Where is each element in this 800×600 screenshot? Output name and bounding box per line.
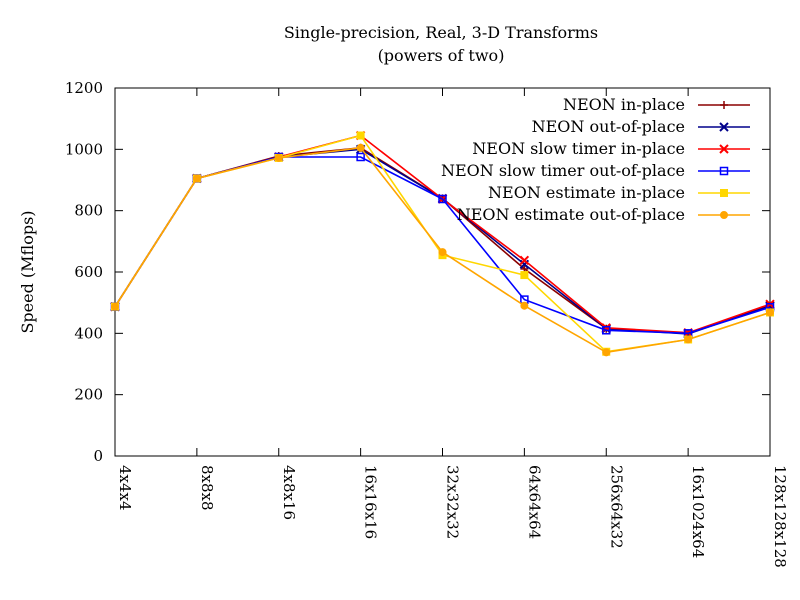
legend-entry: NEON slow timer out-of-place (441, 161, 750, 180)
legend-marker (719, 122, 729, 132)
legend-entry: NEON out-of-place (532, 117, 750, 136)
x-tick-label: 256x64x32 (607, 465, 625, 549)
data-point (111, 302, 119, 311)
legend-entry: NEON estimate in-place (488, 183, 750, 202)
legend-entry: NEON estimate out-of-place (457, 205, 750, 224)
axis-ticks: 0 200 400 600 800 1000 1200 4x4x4 8x8x8 4x8x16 16x… (65, 79, 789, 568)
legend-label: NEON slow timer in-place (472, 139, 685, 158)
legend-entry: NEON in-place (563, 95, 750, 114)
data-point (766, 308, 774, 317)
x-tick-label: 16x16x16 (362, 465, 380, 539)
legend-label: NEON out-of-place (532, 117, 685, 136)
legend-label: NEON estimate out-of-place (457, 205, 685, 224)
legend-marker (719, 144, 729, 154)
data-point (520, 301, 529, 310)
chart-title: Single-precision, Real, 3-D Transforms (284, 23, 598, 42)
y-axis-label: Speed (Mflops) (18, 210, 37, 333)
x-tick-label: 8x8x8 (198, 465, 216, 511)
legend-marker (719, 166, 729, 176)
data-point (192, 174, 201, 183)
legend-label: NEON estimate in-place (488, 183, 685, 202)
legend-label: NEON slow timer out-of-place (441, 161, 685, 180)
y-tick-label: 1000 (65, 140, 103, 158)
series-layer (110, 130, 775, 357)
x-tick-label: 64x64x64 (525, 465, 543, 539)
data-point (356, 152, 365, 162)
x-tick-label: 4x8x16 (280, 465, 298, 520)
y-tick-label: 400 (74, 324, 103, 342)
data-point (520, 271, 529, 280)
data-point (601, 323, 611, 333)
series-4 (110, 152, 775, 338)
y-tick-label: 0 (93, 447, 103, 465)
x-tick-label: 4x4x4 (116, 465, 134, 511)
data-point (356, 131, 365, 140)
x-tick-label: 32x32x32 (444, 465, 462, 539)
legend-entry: NEON slow timer in-place (472, 139, 750, 158)
legend-label: NEON in-place (563, 95, 685, 114)
y-tick-label: 1200 (65, 79, 103, 97)
y-tick-label: 200 (74, 386, 103, 404)
series-6 (111, 143, 774, 357)
x-tick-label: 16x1024x64 (689, 465, 707, 558)
x-tick-label: 128x128x128 (771, 465, 789, 568)
data-point (602, 326, 611, 335)
legend-marker (720, 189, 728, 197)
data-point (274, 153, 283, 162)
legend-marker (720, 211, 728, 219)
chart-subtitle: (powers of two) (378, 46, 505, 65)
y-tick-label: 600 (74, 263, 103, 281)
data-point (438, 248, 447, 257)
data-point (438, 194, 447, 204)
data-point (602, 348, 611, 357)
data-point (684, 335, 693, 344)
data-point (356, 143, 365, 152)
y-tick-label: 800 (74, 202, 103, 220)
data-point (519, 255, 530, 266)
legend: NEON in-place NEON out-of-place NEON slow … (441, 95, 750, 224)
